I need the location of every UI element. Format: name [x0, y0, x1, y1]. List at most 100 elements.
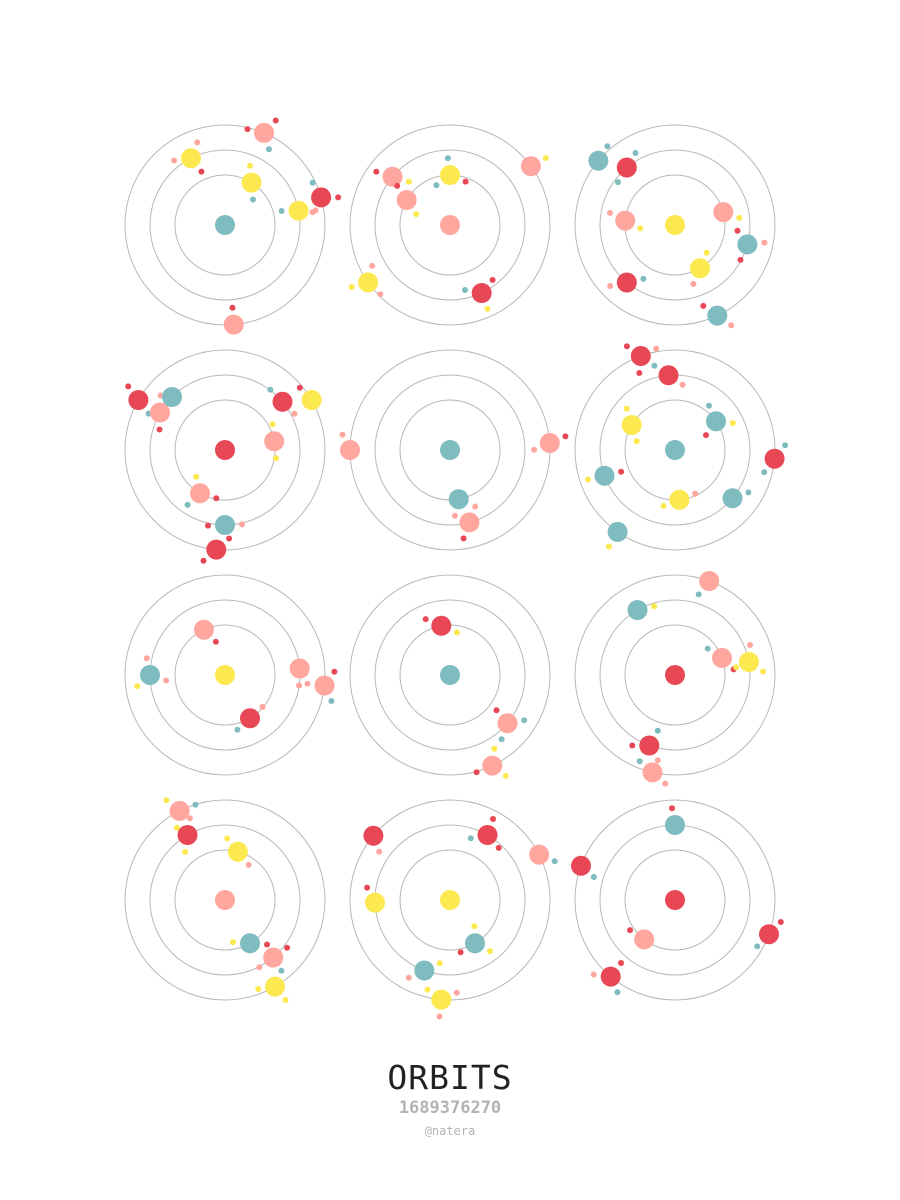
moon: [453, 989, 460, 996]
moon: [269, 421, 276, 428]
seed-number: 1689376270: [398, 1098, 502, 1118]
central-star: [215, 890, 235, 910]
planet: [448, 489, 469, 510]
planet: [193, 619, 214, 640]
moon: [125, 383, 132, 390]
moon: [491, 745, 498, 752]
planet: [471, 283, 492, 303]
orbit-ring: [624, 849, 726, 951]
moon: [264, 941, 270, 948]
planet: [477, 825, 498, 845]
orbit-ring: [174, 174, 276, 276]
moon: [296, 682, 303, 689]
planet: [588, 150, 609, 171]
planet: [627, 600, 648, 620]
moon: [531, 446, 538, 453]
planet: [634, 929, 655, 950]
moon: [194, 139, 201, 146]
moon: [331, 668, 338, 675]
planet: [301, 390, 322, 410]
planet: [615, 210, 636, 231]
planet: [150, 402, 170, 423]
moon: [247, 162, 253, 169]
moon: [255, 986, 262, 992]
moon: [604, 143, 611, 150]
moon: [754, 943, 761, 950]
orbit-system: [339, 349, 569, 551]
moon: [679, 381, 686, 388]
moon: [618, 960, 624, 966]
moon: [436, 960, 443, 967]
moon: [747, 642, 753, 648]
moon: [186, 815, 193, 822]
planet: [665, 815, 685, 835]
moon: [405, 178, 412, 185]
orbit-system: [574, 343, 789, 551]
planet: [240, 933, 260, 954]
planet: [690, 258, 710, 279]
planet: [223, 314, 244, 335]
planet: [264, 431, 285, 452]
moon: [700, 302, 707, 309]
planet: [254, 122, 275, 143]
planet: [699, 571, 720, 591]
moon: [782, 442, 789, 449]
moon: [444, 155, 451, 162]
planet: [431, 989, 452, 1010]
moon: [278, 208, 285, 214]
orbit-ring: [174, 624, 276, 726]
moon: [653, 345, 660, 352]
moon: [377, 291, 384, 298]
orbit-system: [124, 797, 326, 1003]
moon: [498, 736, 505, 743]
moon: [704, 645, 711, 652]
moon: [695, 591, 702, 598]
author-handle: @natera: [424, 1124, 476, 1138]
moon: [364, 884, 371, 891]
central-star: [215, 215, 235, 235]
moon: [267, 386, 274, 393]
moon: [640, 275, 647, 282]
central-star: [665, 215, 685, 235]
moon: [761, 469, 768, 476]
moon: [376, 848, 383, 855]
moon: [651, 362, 658, 369]
moon: [760, 668, 766, 675]
orbit-ring: [374, 374, 526, 526]
orbit-ring: [399, 849, 501, 951]
planet: [607, 521, 628, 542]
planet: [190, 483, 210, 504]
planet: [571, 855, 591, 876]
orbit-system: [124, 574, 338, 776]
planet: [414, 960, 435, 981]
orbit-ring: [574, 574, 776, 776]
planet: [759, 924, 779, 945]
moon: [627, 927, 633, 934]
planet: [365, 892, 385, 913]
moon: [733, 664, 740, 671]
moon: [239, 521, 245, 528]
planet: [181, 148, 201, 169]
moon: [173, 824, 180, 831]
moon: [636, 758, 643, 765]
moon: [272, 117, 279, 124]
orbit-ring: [124, 574, 326, 776]
moon: [493, 707, 500, 714]
planet: [539, 433, 560, 453]
planet: [440, 165, 460, 185]
planet: [215, 515, 235, 535]
orbit-ring: [574, 124, 776, 326]
planet: [431, 615, 452, 636]
planet: [263, 947, 284, 968]
central-star: [440, 440, 460, 460]
orbit-system: [348, 124, 551, 326]
moon: [654, 757, 661, 764]
moon: [394, 182, 401, 189]
moon: [335, 194, 342, 201]
planet: [363, 825, 384, 846]
orbit-system: [574, 571, 776, 787]
moon: [590, 971, 597, 978]
moon: [473, 769, 480, 776]
moon: [454, 629, 460, 636]
orbit-ring: [174, 849, 276, 951]
